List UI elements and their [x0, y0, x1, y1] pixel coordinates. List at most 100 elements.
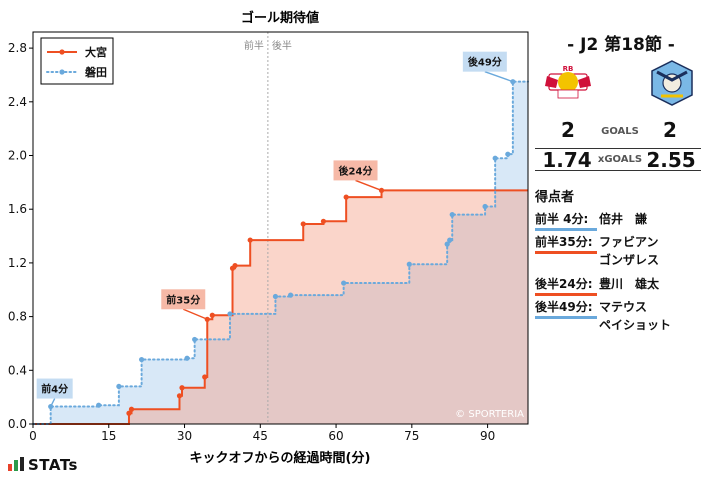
y-tick-label: 1.2 [8, 256, 27, 270]
home-team-logo: RB [545, 65, 591, 99]
annotation-leader [50, 398, 56, 407]
shot-point [343, 194, 349, 200]
legend-label: 磐田 [85, 65, 107, 79]
xg-label: xGOALS [597, 154, 643, 165]
match-title: - J2 第18節 - [567, 35, 675, 55]
annotation-leader [182, 308, 208, 320]
shot-point [247, 237, 253, 243]
scorer-3: 後半24分: 豊川 雄太 [535, 275, 659, 296]
shot-point [341, 280, 347, 286]
scorer-4-name: マテウス ペイショット [599, 300, 672, 332]
annotation-label: 後49分 [468, 56, 502, 69]
scorer-4-time: 後半49分: [535, 298, 597, 319]
home-logo-text: RB [563, 65, 574, 73]
annotation-box [333, 160, 378, 181]
shot-point [184, 355, 190, 361]
shot-point [96, 402, 102, 408]
y-tick-label: 0.4 [8, 363, 27, 377]
x-tick-label: 75 [404, 429, 419, 443]
annotation-box [462, 51, 507, 72]
series-line-away [32, 80, 529, 425]
home-goals: 2 [561, 118, 575, 142]
shot-point [272, 293, 279, 300]
goals-row: 2 GOALS 2 [535, 118, 701, 149]
shot-point [447, 237, 453, 243]
stats-logo-text: STATs [28, 456, 78, 474]
legend-label: 大宮 [85, 45, 107, 59]
shot-point [192, 336, 198, 343]
scorers-title: 得点者 [535, 190, 575, 205]
xg-row: 1.74 xGOALS 2.55 [535, 148, 701, 172]
shot-point [300, 221, 306, 227]
goals-label: GOALS [601, 126, 639, 137]
legend-box [40, 37, 114, 85]
annotation-leader [355, 179, 382, 192]
plot-area [33, 32, 528, 424]
watermark: © SPORTERIA [455, 409, 524, 420]
y-tick-label: 2.4 [8, 95, 27, 109]
away-goals: 2 [663, 118, 677, 142]
shot-point [209, 312, 215, 318]
shot-point [128, 406, 135, 412]
y-tick-label: 1.6 [8, 202, 27, 216]
scorer-4: 後半49分: マテウス ペイショット [535, 298, 671, 332]
shot-point [176, 393, 183, 399]
area-home [33, 190, 528, 424]
series-line-home [33, 189, 528, 425]
annotation-label: 後24分 [339, 164, 373, 177]
shot-point [179, 385, 185, 391]
x-axis-label: キックオフからの経過時間(分) [190, 450, 371, 466]
stats-logo: STATs [8, 456, 78, 474]
annotation-leader [484, 71, 514, 83]
y-tick-label: 0.8 [8, 310, 27, 324]
y-tick-label: 0.0 [8, 417, 27, 431]
stats-bars-icon [8, 457, 24, 471]
scorer-2: 前半35分: ファビアン ゴンザレス [535, 233, 659, 267]
shot-point [449, 211, 455, 218]
plot-frame [32, 31, 529, 425]
x-tick-label: 0 [29, 429, 37, 443]
x-tick-label: 60 [328, 429, 343, 443]
shot-point [492, 155, 498, 161]
scorer-2-name: ファビアン ゴンザレス [599, 235, 660, 267]
shot-point [482, 203, 488, 210]
x-tick-label: 15 [101, 429, 116, 443]
legend-marker [59, 69, 65, 75]
shot-point [444, 241, 450, 247]
x-tick-label: 45 [253, 429, 268, 443]
halftime-label-second: 後半 [272, 39, 292, 52]
shot-point [116, 383, 122, 390]
shot-point [320, 218, 327, 224]
shot-point [232, 262, 238, 269]
scorer-2-time: 前半35分: [535, 233, 597, 254]
shot-point [202, 374, 208, 380]
y-tick-label: 2.0 [8, 149, 27, 163]
scorer-1-name: 倍井 謙 [599, 212, 648, 226]
scorer-3-name: 豊川 雄太 [599, 277, 660, 291]
area-away [33, 81, 528, 424]
annotation-label: 前35分 [166, 293, 200, 306]
shot-point [406, 261, 412, 267]
x-tick-label: 90 [480, 429, 495, 443]
x-tick-label: 30 [177, 429, 192, 443]
shot-point [227, 311, 233, 317]
y-tick-label: 2.8 [8, 41, 27, 55]
scorer-1-time: 前半 4分: [535, 210, 597, 231]
legend-marker [59, 49, 65, 55]
chart-title: ゴール期待値 [241, 10, 319, 26]
away-xg: 2.55 [646, 148, 696, 172]
annotation-box [161, 289, 206, 310]
scorer-3-time: 後半24分: [535, 275, 597, 296]
annotation-label: 前4分 [41, 383, 68, 396]
match-panel: - J2 第18節 - RB 2 GOALS 2 1.74 xGOALS 2.5… [535, 0, 707, 479]
halftime-label-first: 前半 [244, 39, 264, 52]
shot-point [505, 151, 511, 157]
away-team-logo [651, 60, 693, 106]
shot-point [288, 292, 294, 298]
shot-point [138, 356, 145, 363]
shot-point [126, 410, 132, 416]
scorer-1: 前半 4分: 倍井 謙 [535, 210, 647, 231]
home-xg: 1.74 [542, 148, 592, 172]
annotation-box [36, 378, 73, 399]
